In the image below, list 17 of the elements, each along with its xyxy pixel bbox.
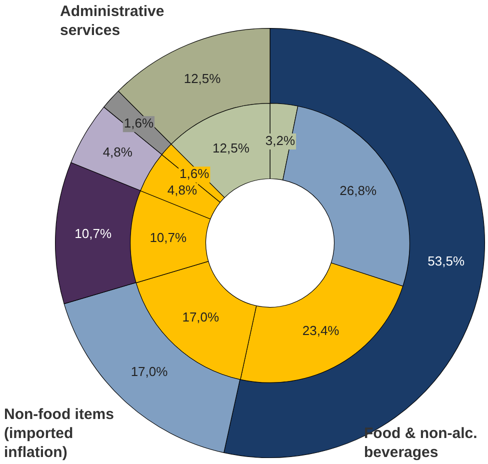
slice-label: Non-food items (imported inflation) — [4, 405, 115, 462]
data-label: 26,8% — [340, 183, 377, 198]
data-label: 12,5% — [212, 140, 250, 156]
data-label: 17,0% — [182, 309, 220, 324]
data-label: 1,6% — [180, 166, 210, 182]
data-label: 53,5% — [428, 254, 465, 269]
data-label: 10,7% — [150, 230, 187, 245]
data-label: 10,7% — [74, 226, 112, 241]
data-label: 4,8% — [167, 182, 198, 198]
slice-label: Food & non-alc. beverages — [364, 424, 478, 462]
data-label: 3,2% — [265, 133, 296, 148]
data-label: 12,5% — [184, 70, 222, 86]
data-label: 4,8% — [102, 144, 133, 160]
data-label: 17,0% — [130, 364, 168, 380]
slice-label: Administrative services — [60, 2, 166, 40]
data-label: 1,6% — [124, 116, 154, 131]
data-label: 23,4% — [302, 323, 340, 338]
